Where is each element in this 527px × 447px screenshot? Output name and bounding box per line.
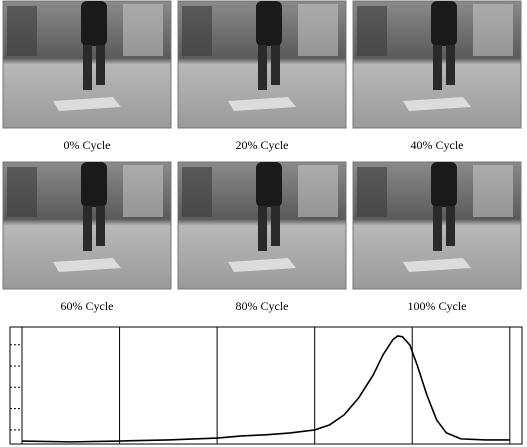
photo bbox=[2, 0, 172, 129]
caption: 60% Cycle bbox=[61, 299, 114, 313]
caption: 20% Cycle bbox=[236, 138, 289, 152]
plot-frame bbox=[9, 326, 523, 445]
photo bbox=[177, 161, 347, 290]
photo bbox=[352, 0, 522, 129]
caption: 40% Cycle bbox=[411, 138, 464, 152]
line bbox=[21, 335, 510, 443]
photo bbox=[2, 161, 172, 290]
caption: 100% Cycle bbox=[408, 299, 467, 313]
caption: 0% Cycle bbox=[64, 138, 111, 152]
photo bbox=[352, 161, 522, 290]
photo bbox=[177, 0, 347, 129]
caption: 80% Cycle bbox=[236, 299, 289, 313]
